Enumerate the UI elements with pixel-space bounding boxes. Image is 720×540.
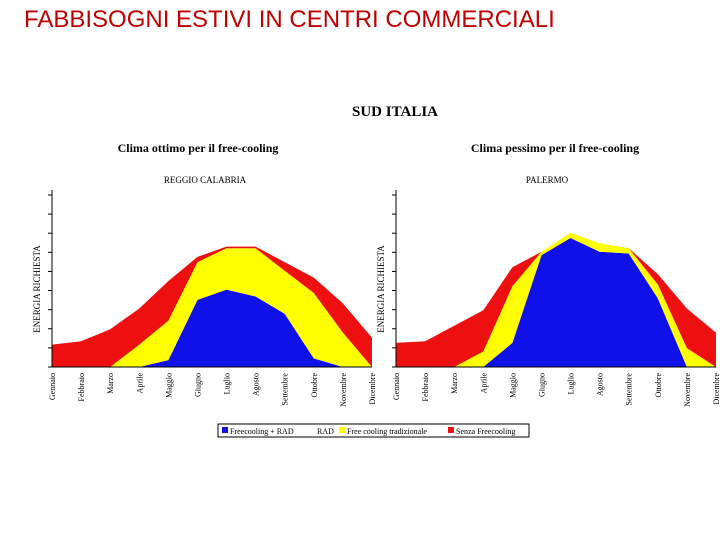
chart-1: Clima ottimo per il free-cooling REGGIO C… bbox=[32, 141, 377, 407]
x-tick-label: Luglio bbox=[567, 373, 576, 394]
series-area-yellow bbox=[396, 232, 716, 367]
x-tick-label: Luglio bbox=[223, 373, 232, 394]
series-area-red bbox=[396, 232, 716, 367]
x-tick-label: Aprile bbox=[135, 373, 144, 394]
y-axis-label: ENERGIA RICHIESTA bbox=[32, 245, 42, 333]
legend-swatch-yellow bbox=[339, 427, 345, 433]
y-axis-label: ENERGIA RICHIESTA bbox=[376, 245, 386, 333]
series-area-yellow bbox=[52, 248, 372, 367]
x-tick-label: Ottobre bbox=[654, 373, 663, 398]
legend-swatch-blue bbox=[222, 427, 228, 433]
x-tick-label: Settembre bbox=[281, 373, 290, 406]
legend-swatch-red bbox=[448, 427, 454, 433]
x-tick-label: Giugno bbox=[537, 373, 546, 397]
x-tick-label: Marzo bbox=[106, 373, 115, 394]
x-tick-label: Giugno bbox=[193, 373, 202, 397]
x-tick-label: Febbraio bbox=[77, 373, 86, 401]
series-area-blue bbox=[396, 238, 716, 367]
x-tick-label: Dicembre bbox=[712, 373, 720, 405]
x-tick-label: Novembre bbox=[683, 373, 692, 407]
x-tick-label: Gennaio bbox=[392, 373, 401, 400]
chart-subtitle: PALERMO bbox=[526, 175, 569, 185]
x-tick-label: Dicembre bbox=[368, 373, 377, 405]
x-tick-label: Settembre bbox=[625, 373, 634, 406]
figure-title: SUD ITALIA bbox=[352, 104, 438, 120]
x-tick-label: Agosto bbox=[596, 373, 605, 396]
x-tick-label: Marzo bbox=[450, 373, 459, 394]
series-area-blue bbox=[52, 289, 372, 367]
x-tick-label: Gennaio bbox=[48, 373, 57, 400]
x-tick-label: Ottobre bbox=[310, 373, 319, 398]
slide-title: FABBISOGNI ESTIVI IN CENTRI COMMERCIALI bbox=[24, 6, 555, 33]
chart-subtitle: REGGIO CALABRIA bbox=[164, 175, 247, 185]
chart-title: Clima pessimo per il free-cooling bbox=[471, 141, 639, 155]
legend-label: RAD bbox=[317, 427, 334, 436]
x-tick-label: Aprile bbox=[479, 373, 488, 394]
x-tick-label: Maggio bbox=[164, 373, 173, 398]
x-tick-label: Agosto bbox=[252, 373, 261, 396]
legend-label: Freecooling + RAD bbox=[230, 427, 294, 436]
x-tick-label: Febbraio bbox=[421, 373, 430, 401]
legend: Freecooling + RAD RAD Free cooling tradizi… bbox=[217, 423, 530, 438]
chart-2: Clima pessimo per il free-cooling PALERMO… bbox=[376, 141, 720, 407]
charts-layer: Clima ottimo per il free-cooling REGGIO C… bbox=[32, 141, 720, 407]
x-tick-label: Novembre bbox=[339, 373, 348, 407]
legend-label: Free cooling tradizionale bbox=[347, 427, 427, 436]
chart-title: Clima ottimo per il free-cooling bbox=[118, 141, 279, 155]
legend-label: Senza Freecooling bbox=[456, 427, 515, 436]
series-area-red bbox=[52, 246, 372, 367]
x-tick-label: Maggio bbox=[508, 373, 517, 398]
